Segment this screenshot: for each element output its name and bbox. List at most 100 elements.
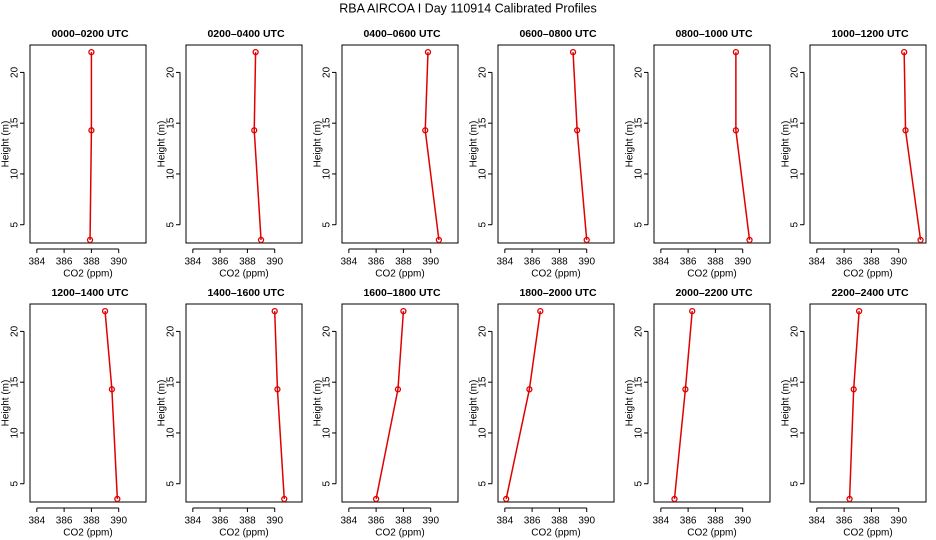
y-tick-label: 10 [10, 168, 21, 180]
data-point [671, 495, 678, 503]
y-axis-label: Height (m) [625, 121, 636, 168]
y-tick-label: 20 [10, 325, 21, 337]
panel-title: 2000–2200 UTC [675, 287, 752, 299]
y-axis-label: Height (m) [1, 380, 12, 427]
panel-title: 1000–1200 UTC [831, 28, 908, 40]
data-point [424, 48, 432, 56]
data-point [569, 48, 577, 56]
x-tick-label: 388 [395, 257, 412, 268]
y-tick-label: 5 [790, 481, 801, 487]
x-tick-label: 388 [551, 516, 568, 527]
data-point [855, 307, 863, 315]
x-tick-label: 390 [266, 516, 283, 527]
y-tick-label: 15 [790, 376, 801, 388]
plot-frame [185, 303, 303, 503]
y-tick-label: 15 [790, 117, 801, 129]
y-tick-label: 5 [790, 222, 801, 228]
plot-frame [497, 303, 615, 503]
y-tick-label: 15 [478, 117, 489, 129]
y-tick-label: 20 [634, 325, 645, 337]
x-tick-label: 386 [680, 257, 697, 268]
x-tick-label: 388 [83, 257, 100, 268]
x-axis-label: CO2 (ppm) [63, 528, 112, 539]
panel-title: 0400–0600 UTC [363, 28, 440, 40]
x-tick-label: 386 [836, 257, 853, 268]
x-tick-label: 390 [890, 516, 907, 527]
x-tick-label: 386 [836, 516, 853, 527]
data-point [400, 307, 407, 315]
x-axis-label: CO2 (ppm) [843, 269, 892, 280]
y-tick-label: 15 [322, 376, 333, 388]
y-axis-label: Height (m) [157, 121, 168, 168]
y-tick-label: 20 [478, 325, 489, 337]
panel-title: 0000–0200 UTC [51, 28, 128, 40]
x-tick-label: 390 [266, 257, 283, 268]
plot-frame [653, 303, 771, 503]
x-tick-label: 388 [863, 257, 880, 268]
x-tick-label: 390 [110, 516, 127, 527]
x-tick-label: 386 [524, 257, 541, 268]
x-tick-label: 390 [110, 257, 127, 268]
x-tick-label: 388 [239, 516, 256, 527]
data-point [917, 236, 924, 244]
x-tick-label: 384 [184, 257, 201, 268]
data-point [901, 48, 908, 56]
data-point [281, 495, 288, 503]
y-tick-label: 15 [634, 376, 645, 388]
y-tick-label: 15 [478, 376, 489, 388]
x-tick-label: 390 [578, 516, 595, 527]
x-axis-label: CO2 (ppm) [531, 528, 580, 539]
y-tick-label: 20 [166, 66, 177, 78]
plot-frame [29, 303, 147, 503]
x-tick-label: 388 [863, 516, 880, 527]
panel-title: 1800–2000 UTC [519, 287, 596, 299]
y-tick-label: 10 [322, 427, 333, 439]
y-tick-label: 20 [322, 325, 333, 337]
data-point [271, 307, 278, 315]
y-tick-label: 5 [10, 222, 21, 228]
y-tick-label: 15 [10, 117, 21, 129]
data-point [274, 386, 281, 393]
y-tick-label: 10 [478, 427, 489, 439]
y-tick-label: 10 [166, 168, 177, 180]
profile-line [735, 52, 751, 241]
y-tick-label: 15 [322, 117, 333, 129]
y-axis-label: Height (m) [469, 121, 480, 168]
data-point [88, 48, 95, 56]
y-tick-label: 5 [322, 481, 333, 487]
y-axis-label: Height (m) [157, 380, 168, 427]
profile-line [424, 52, 440, 241]
y-axis-label: Height (m) [625, 380, 636, 427]
x-tick-label: 390 [734, 257, 751, 268]
panel-title: 1600–1800 UTC [363, 287, 440, 299]
x-tick-label: 388 [707, 257, 724, 268]
data-point [394, 386, 402, 393]
y-axis-label: Height (m) [313, 380, 324, 427]
profile-line [848, 311, 860, 499]
x-tick-label: 386 [56, 516, 73, 527]
plot-frame [29, 44, 147, 244]
y-tick-label: 15 [10, 376, 21, 388]
panel-title: 1400–1600 UTC [207, 287, 284, 299]
data-point [583, 236, 590, 244]
y-tick-label: 10 [634, 168, 645, 180]
y-tick-label: 20 [322, 66, 333, 78]
data-point [746, 236, 753, 244]
y-axis-label: Height (m) [781, 380, 792, 427]
data-point [526, 386, 533, 393]
y-axis-label: Height (m) [781, 121, 792, 168]
data-point [682, 386, 689, 393]
plot-frame [809, 44, 927, 244]
y-tick-label: 10 [790, 427, 801, 439]
x-tick-label: 390 [422, 257, 439, 268]
profile-line [89, 52, 93, 240]
plot-frame [341, 44, 459, 244]
y-tick-label: 15 [634, 117, 645, 129]
x-axis-label: CO2 (ppm) [531, 269, 580, 280]
plot-frame [653, 44, 771, 244]
y-tick-label: 20 [10, 66, 21, 78]
data-point [902, 127, 909, 134]
y-axis-label: Height (m) [313, 121, 324, 168]
x-tick-label: 388 [551, 257, 568, 268]
